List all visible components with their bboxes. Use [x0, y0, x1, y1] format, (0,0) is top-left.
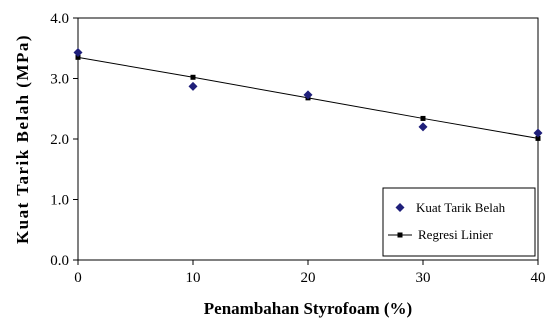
point-kuat-tarik-belah — [533, 128, 543, 138]
legend-marker-kuat-tarik-belah — [395, 203, 405, 212]
y-tick-label: 4.0 — [50, 11, 69, 27]
point-regresi-linier — [535, 135, 541, 141]
point-kuat-tarik-belah — [303, 90, 313, 100]
legend: Kuat Tarik Belah Regresi Linier — [382, 187, 536, 257]
x-axis-ticks: 0 10 20 30 40 — [74, 260, 546, 286]
y-axis-label: Kuat Tarik Belah (MPa) — [13, 34, 32, 244]
legend-label-regresi-linier: Regresi Linier — [418, 227, 493, 242]
x-tick-label: 10 — [186, 270, 201, 286]
point-kuat-tarik-belah — [73, 47, 83, 57]
legend-label-kuat-tarik-belah: Kuat Tarik Belah — [416, 200, 506, 215]
series-layer — [73, 47, 543, 141]
point-regresi-linier — [190, 74, 196, 80]
legend-marker-regresi-linier — [397, 232, 403, 238]
x-axis-label: Penambahan Styrofoam (%) — [204, 299, 412, 318]
point-regresi-linier — [420, 115, 426, 121]
point-kuat-tarik-belah — [418, 122, 428, 132]
legend-box — [382, 187, 536, 257]
y-axis-ticks: 0.0 1.0 2.0 3.0 4.0 — [50, 11, 78, 269]
y-tick-label: 1.0 — [50, 193, 69, 209]
y-tick-label: 0.0 — [50, 253, 69, 269]
x-tick-label: 0 — [74, 270, 82, 286]
point-kuat-tarik-belah — [188, 81, 198, 91]
x-tick-label: 30 — [416, 270, 431, 286]
y-tick-label: 2.0 — [50, 132, 69, 148]
y-tick-label: 3.0 — [50, 72, 69, 88]
point-regresi-linier — [75, 54, 81, 60]
x-tick-label: 40 — [531, 270, 546, 286]
x-tick-label: 20 — [301, 270, 316, 286]
